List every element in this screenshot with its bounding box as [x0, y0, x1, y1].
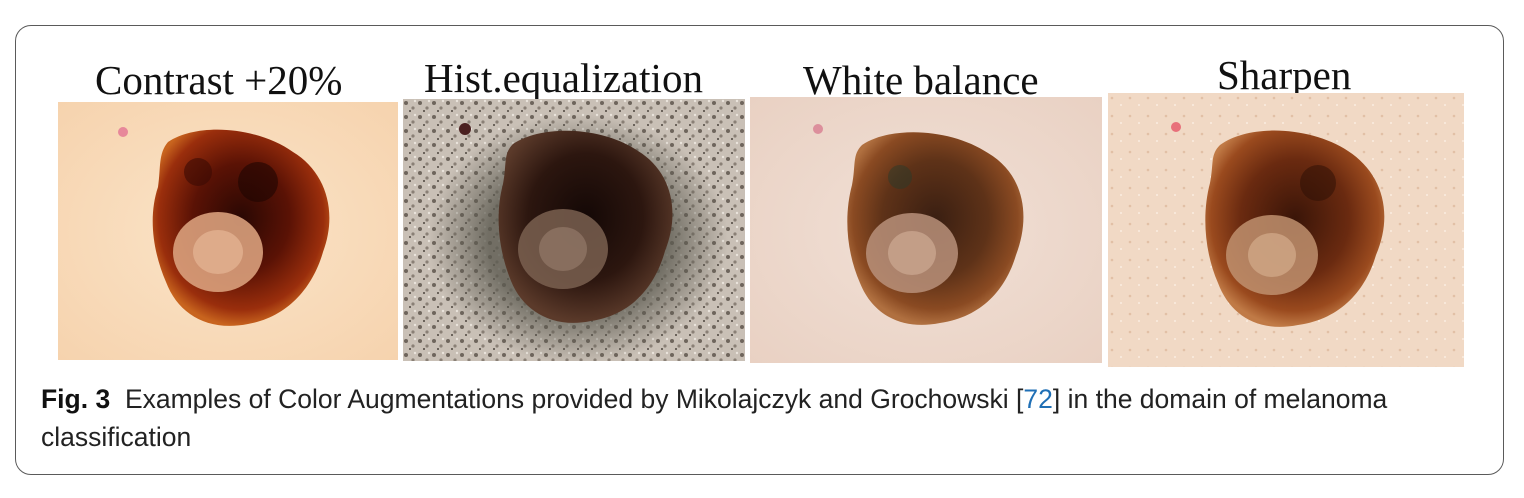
panel-title-white-balance: White balance: [803, 57, 1039, 103]
caption-text-before: Examples of Color Augmentations provided…: [124, 384, 1024, 414]
caption-text-after: ] in the domain of melanoma classificati…: [41, 384, 1388, 452]
panel-title-sharpen: Sharpen: [1217, 52, 1352, 98]
figure-caption: Fig. 3 Examples of Color Augmentations p…: [41, 380, 1471, 456]
reference-link[interactable]: 72: [1023, 384, 1053, 414]
image-contrast: [58, 102, 398, 360]
panel-title-contrast: Contrast +20%: [95, 57, 343, 103]
figure-label: Fig. 3: [41, 384, 111, 414]
image-sharpen: [1108, 93, 1464, 367]
panel-title-hist-equalization: Hist.equalization: [424, 55, 703, 101]
image-hist-equalization: [403, 99, 745, 361]
image-white-balance: [750, 97, 1102, 363]
